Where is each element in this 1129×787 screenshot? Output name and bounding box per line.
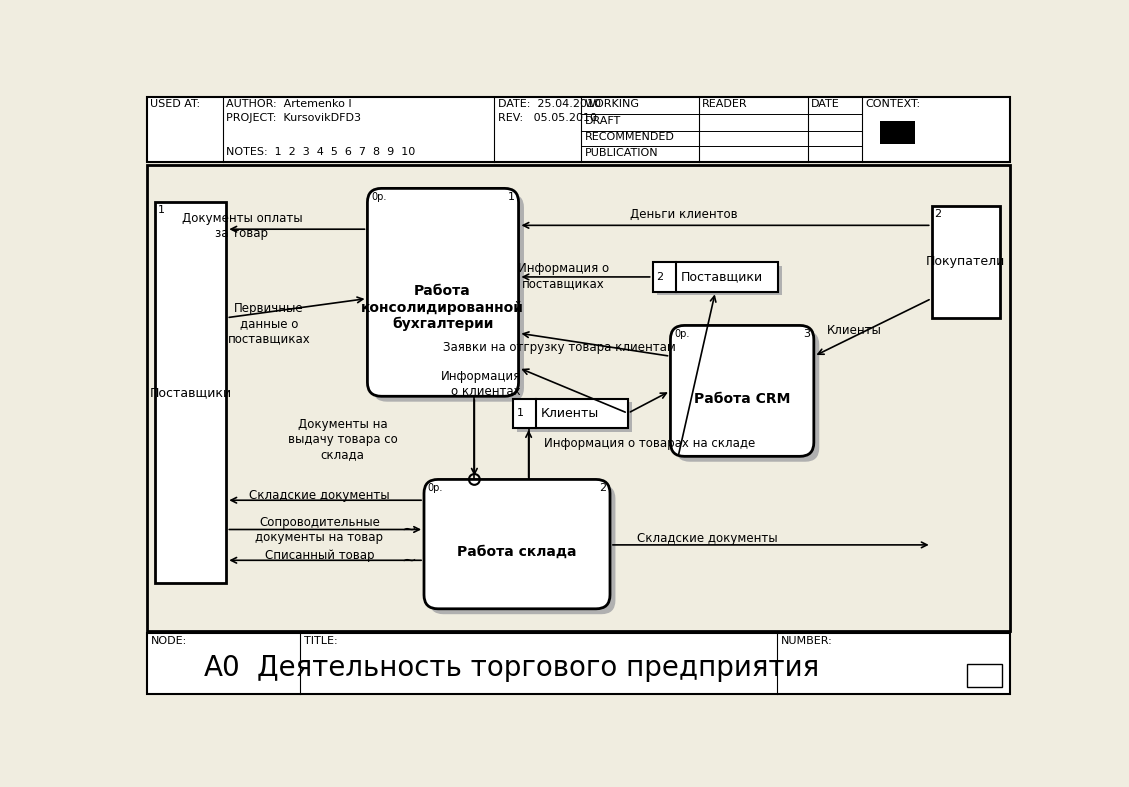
Text: Работа склада: Работа склада: [457, 545, 577, 559]
Text: DRAFT: DRAFT: [585, 116, 621, 126]
Text: Клиенты: Клиенты: [541, 407, 599, 419]
FancyBboxPatch shape: [373, 194, 524, 401]
Bar: [147, 634, 1010, 694]
Text: NOTES:  1  2  3  4  5  6  7  8  9  10: NOTES: 1 2 3 4 5 6 7 8 9 10: [227, 147, 415, 157]
Text: Складские документы: Складские документы: [637, 532, 777, 545]
Bar: [513, 398, 628, 428]
Text: REV:   05.05.2010: REV: 05.05.2010: [498, 113, 596, 123]
Bar: [879, 121, 914, 145]
Text: Поставщики: Поставщики: [681, 271, 763, 283]
Text: Первичные
данные о
поставщиках: Первичные данные о поставщиках: [228, 302, 310, 345]
Text: READER: READER: [702, 99, 747, 109]
Text: Складские документы: Складские документы: [250, 489, 390, 501]
Text: Информация о
поставщиках: Информация о поставщиках: [518, 262, 609, 290]
Text: USED AT:: USED AT:: [150, 99, 200, 109]
Text: 3: 3: [803, 329, 809, 339]
Bar: [653, 262, 778, 291]
Text: 1: 1: [157, 205, 165, 216]
Text: ~: ~: [401, 520, 417, 538]
Text: 0p.: 0p.: [428, 483, 444, 493]
Bar: [147, 97, 1010, 162]
Text: Клиенты: Клиенты: [826, 324, 882, 337]
Bar: [517, 402, 632, 432]
FancyBboxPatch shape: [425, 479, 610, 609]
Text: PUBLICATION: PUBLICATION: [585, 148, 658, 157]
Text: Работа
консолидированной
бухгалтерии: Работа консолидированной бухгалтерии: [361, 284, 524, 331]
Text: Документы оплаты
за товар: Документы оплаты за товар: [182, 212, 303, 240]
Text: 1: 1: [508, 192, 515, 202]
FancyBboxPatch shape: [671, 326, 814, 456]
Text: Деньги клиентов: Деньги клиентов: [630, 209, 737, 221]
Text: TITLE:: TITLE:: [304, 636, 338, 646]
Text: RECOMMENDED: RECOMMENDED: [585, 132, 674, 142]
Text: AUTHOR:  Artemenko I: AUTHOR: Artemenko I: [227, 99, 352, 109]
Text: Списанный товар: Списанный товар: [264, 549, 374, 562]
Text: Поставщики: Поставщики: [150, 386, 231, 399]
Text: CONTEXT:: CONTEXT:: [865, 99, 920, 109]
Text: Документы на
выдачу товара со
склада: Документы на выдачу товара со склада: [288, 418, 397, 461]
Bar: [155, 202, 227, 583]
FancyBboxPatch shape: [367, 188, 518, 397]
Text: 1: 1: [517, 408, 524, 418]
Text: Деятельность торгового предприятия: Деятельность торгового предприятия: [256, 654, 819, 682]
Text: ~: ~: [401, 551, 417, 569]
Text: WORKING: WORKING: [585, 99, 639, 109]
Bar: [966, 664, 1003, 687]
Text: Сопроводительные
документы на товар: Сопроводительные документы на товар: [255, 516, 384, 545]
Text: DATE: DATE: [811, 99, 840, 109]
Text: Работа CRM: Работа CRM: [693, 392, 790, 405]
Bar: [147, 165, 1010, 631]
Text: A0: A0: [204, 654, 240, 682]
Bar: [936, 211, 1005, 323]
Bar: [656, 266, 782, 295]
Text: 2: 2: [934, 209, 942, 219]
Text: 0p.: 0p.: [674, 329, 690, 339]
Text: 2: 2: [656, 272, 664, 282]
Text: Заявки на отгрузку товара клиентам: Заявки на отгрузку товара клиентам: [444, 341, 676, 354]
Text: NUMBER:: NUMBER:: [780, 636, 832, 646]
Text: NODE:: NODE:: [150, 636, 186, 646]
Text: 2: 2: [599, 483, 606, 493]
FancyBboxPatch shape: [429, 485, 615, 614]
Text: A-0: A-0: [892, 131, 910, 142]
FancyBboxPatch shape: [676, 331, 820, 462]
Text: 0p.: 0p.: [371, 192, 386, 202]
Text: PROJECT:  KursovikDFD3: PROJECT: KursovikDFD3: [227, 113, 361, 123]
Text: DATE:  25.04.2010: DATE: 25.04.2010: [498, 99, 601, 109]
Bar: [931, 206, 1000, 318]
Text: Информация о товарах на складе: Информация о товарах на складе: [544, 437, 755, 450]
Text: Покупатели: Покупатели: [926, 255, 1005, 268]
Text: Информация
о клиентах: Информация о клиентах: [440, 370, 520, 398]
Bar: [159, 207, 231, 588]
